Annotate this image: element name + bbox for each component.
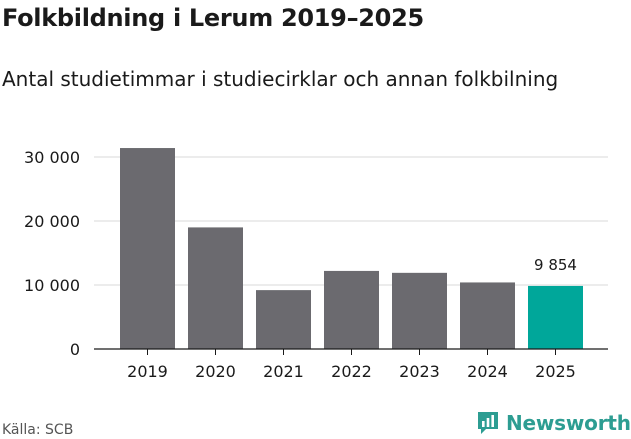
- x-tick-label: 2022: [331, 362, 372, 381]
- x-tick-label: 2023: [399, 362, 440, 381]
- bar-2023: [392, 272, 447, 349]
- bar-2020: [188, 227, 243, 349]
- bar-2022: [324, 270, 379, 349]
- source-note: Källa: SCB: [2, 422, 74, 438]
- x-axis-ticks: 2019 2020 2021 2022 2023 2024 2025: [127, 349, 576, 381]
- bar-2019: [120, 148, 175, 349]
- x-tick-label: 2024: [467, 362, 508, 381]
- bar-2021: [256, 290, 311, 349]
- chart-title: Folkbildning i Lerum 2019–2025: [2, 4, 424, 32]
- y-axis-ticks: 0 10 000 20 000 30 000: [24, 148, 80, 359]
- brand-logo: Newsworthy: [476, 408, 631, 438]
- data-label: 9 854: [534, 256, 577, 274]
- bar-2025: [528, 285, 583, 349]
- x-tick-label: 2025: [535, 362, 576, 381]
- y-tick-label: 20 000: [24, 212, 80, 231]
- bar-2024: [460, 282, 515, 349]
- newsworthy-logo-icon: [478, 412, 498, 434]
- bars: 9 854: [120, 148, 583, 349]
- y-tick-label: 0: [70, 340, 80, 359]
- x-tick-label: 2021: [263, 362, 304, 381]
- x-tick-label: 2020: [195, 362, 236, 381]
- chart-subtitle: Antal studietimmar i studiecirklar och a…: [2, 67, 559, 91]
- y-tick-label: 30 000: [24, 148, 80, 167]
- y-tick-label: 10 000: [24, 276, 80, 295]
- brand-name: Newsworthy: [506, 411, 631, 435]
- x-tick-label: 2019: [127, 362, 168, 381]
